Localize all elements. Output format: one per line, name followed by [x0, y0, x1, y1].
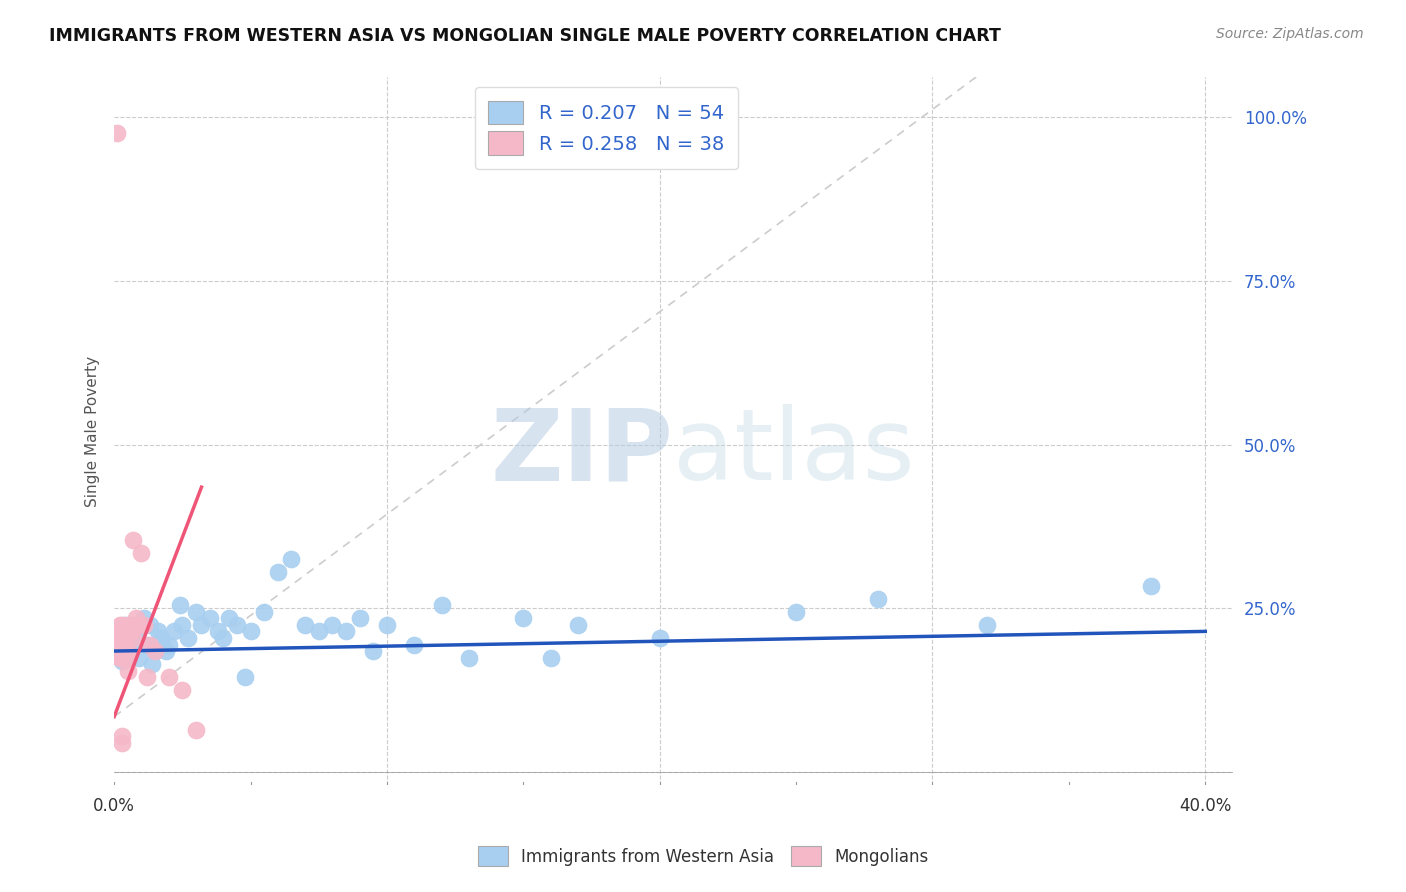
Point [184, 605, 207, 619]
Point [122, 533, 145, 547]
Point [111, 736, 134, 750]
Point [105, 638, 128, 652]
Point [120, 631, 142, 645]
Point [157, 638, 180, 652]
Point [457, 650, 479, 665]
Point [114, 624, 136, 639]
Point [143, 644, 166, 658]
Point [253, 605, 276, 619]
Point [122, 638, 145, 652]
Point [117, 617, 139, 632]
Point [233, 670, 256, 684]
Text: Source: ZipAtlas.com: Source: ZipAtlas.com [1216, 27, 1364, 41]
Point [157, 670, 180, 684]
Point [785, 605, 807, 619]
Point [567, 617, 589, 632]
Point [108, 638, 131, 652]
Point [120, 617, 142, 632]
Point [149, 631, 172, 645]
Point [120, 624, 142, 639]
Point [111, 631, 134, 645]
Point [430, 598, 453, 612]
Text: atlas: atlas [673, 404, 915, 501]
Point [131, 617, 153, 632]
Point [294, 617, 316, 632]
Point [105, 638, 128, 652]
Point [172, 617, 194, 632]
Point [114, 631, 136, 645]
Point [648, 631, 671, 645]
Point [198, 611, 221, 625]
Point [143, 644, 166, 658]
Point [125, 611, 148, 625]
Point [111, 650, 134, 665]
Point [404, 638, 426, 652]
Point [349, 611, 371, 625]
Point [125, 624, 148, 639]
Point [218, 611, 240, 625]
Point [131, 546, 153, 560]
Point [111, 654, 134, 668]
Point [128, 650, 150, 665]
Point [111, 644, 134, 658]
Point [540, 650, 562, 665]
Point [117, 644, 139, 658]
Point [105, 624, 128, 639]
Point [141, 657, 163, 672]
Point [152, 638, 174, 652]
Point [108, 644, 131, 658]
Point [108, 631, 131, 645]
Point [134, 611, 156, 625]
Point [172, 683, 194, 698]
Point [108, 631, 131, 645]
Point [976, 617, 998, 632]
Point [117, 650, 139, 665]
Point [128, 617, 150, 632]
Point [169, 598, 191, 612]
Point [190, 617, 212, 632]
Point [335, 624, 357, 639]
Point [108, 617, 131, 632]
Point [135, 638, 157, 652]
Point [117, 644, 139, 658]
Legend: Immigrants from Western Asia, Mongolians: Immigrants from Western Asia, Mongolians [470, 838, 936, 875]
Point [184, 723, 207, 737]
Point [321, 617, 343, 632]
Point [138, 638, 160, 652]
Point [105, 126, 128, 140]
Point [308, 624, 330, 639]
Point [207, 624, 229, 639]
Point [280, 552, 302, 566]
Point [146, 624, 169, 639]
Point [105, 631, 128, 645]
Point [108, 650, 131, 665]
Point [134, 617, 156, 632]
Legend: R = 0.207   N = 54, R = 0.258   N = 38: R = 0.207 N = 54, R = 0.258 N = 38 [475, 87, 738, 169]
Text: IMMIGRANTS FROM WESTERN ASIA VS MONGOLIAN SINGLE MALE POVERTY CORRELATION CHART: IMMIGRANTS FROM WESTERN ASIA VS MONGOLIA… [49, 27, 1001, 45]
Point [239, 624, 262, 639]
Point [267, 566, 290, 580]
Point [163, 624, 186, 639]
Point [212, 631, 235, 645]
Point [122, 631, 145, 645]
Point [155, 644, 177, 658]
Text: ZIP: ZIP [491, 404, 673, 501]
Point [111, 729, 134, 743]
Point [226, 617, 249, 632]
Point [375, 617, 398, 632]
Point [111, 617, 134, 632]
Point [363, 644, 385, 658]
Point [135, 670, 157, 684]
Point [138, 617, 160, 632]
Point [114, 617, 136, 632]
Point [1139, 578, 1161, 592]
Point [111, 638, 134, 652]
Point [512, 611, 534, 625]
Point [114, 638, 136, 652]
Y-axis label: Single Male Poverty: Single Male Poverty [86, 356, 100, 507]
Point [866, 591, 889, 606]
Point [111, 624, 134, 639]
Point [177, 631, 200, 645]
Point [117, 664, 139, 678]
